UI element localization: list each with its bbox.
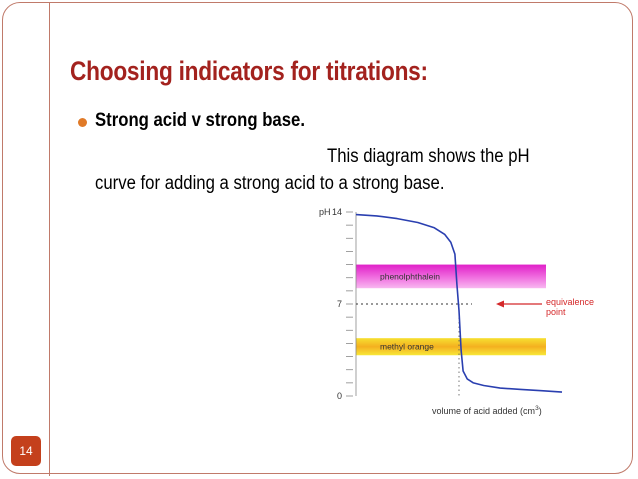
y-tick-label: 7 [337,299,342,309]
band-methyl-orange-label: methyl orange [380,342,434,352]
bullet-dot-icon [78,118,87,127]
y-axis-label: pH [319,207,331,217]
band-phenolphthalein [356,264,546,289]
bullet-text: Strong acid v strong base. [95,110,305,131]
band-phenolphthalein-label: phenolphthalein [380,271,440,281]
slide-title: Choosing indicators for titrations: [70,56,428,86]
x-axis-label-suffix: ) [539,406,542,416]
slide-left-rule [49,2,50,476]
y-tick-label: 14 [332,207,342,217]
y-tick-label: 0 [337,391,342,401]
description-line-1: This diagram shows the pH [327,146,530,167]
equivalence-arrow-head [496,300,504,308]
description-line-2: curve for adding a strong acid to a stro… [95,173,445,194]
x-axis-label-superscript: 3 [535,405,539,412]
band-methyl-orange [356,338,546,356]
annotation-line-1: equivalence [546,297,594,307]
annotation-line-2: point [546,307,566,317]
slide-frame [2,2,633,474]
page-number-badge: 14 [11,436,41,466]
page-number: 14 [19,444,33,458]
x-axis-label: volume of acid added (cm3) [432,405,542,416]
ph-curve-line [355,213,563,393]
